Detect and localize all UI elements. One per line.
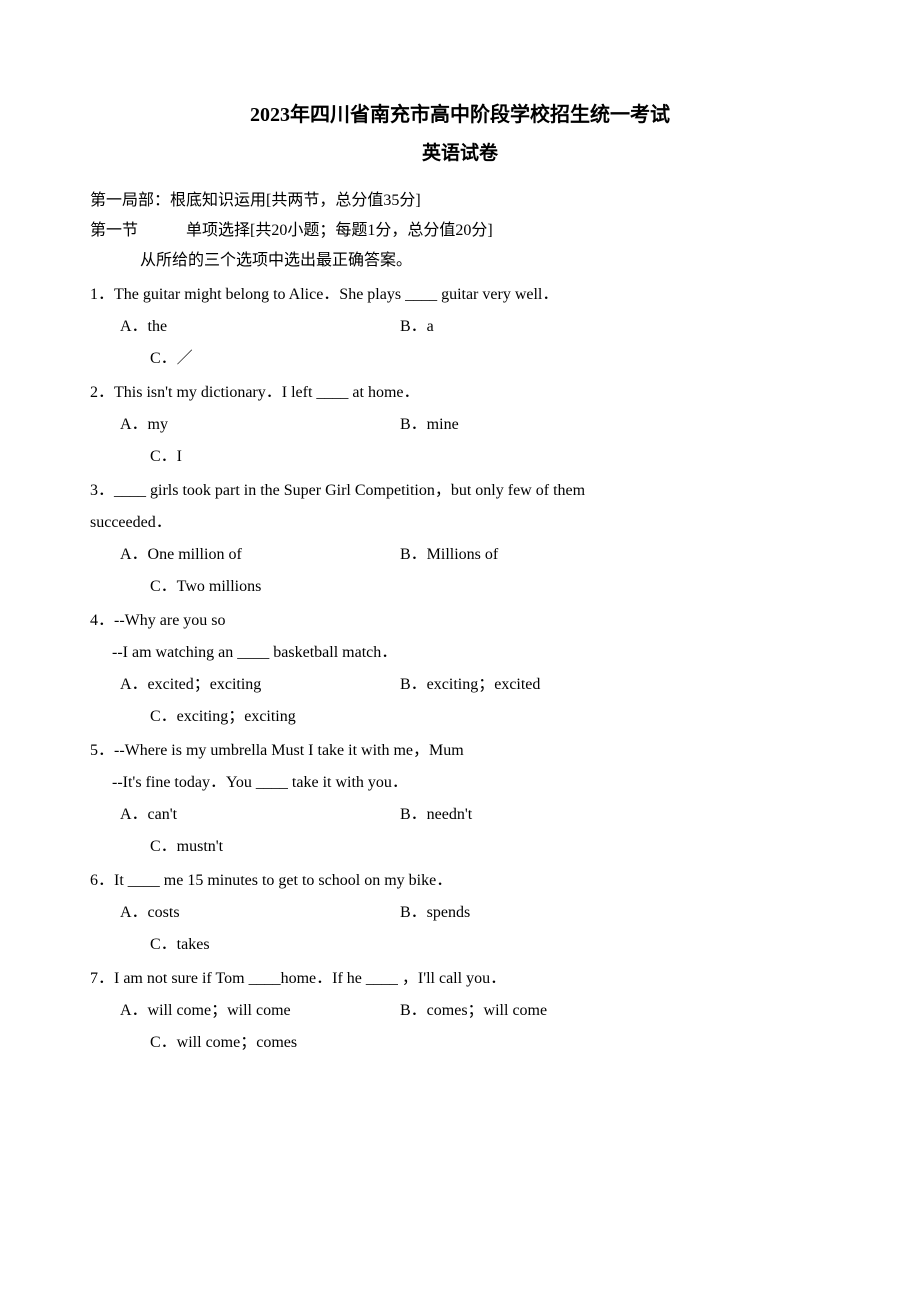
instruction: 从所给的三个选项中选出最正确答案。: [140, 249, 830, 273]
section-header-1-1: 第一节 单项选择[共20小题；每题1分，总分值20分]: [90, 219, 830, 243]
option-c: C．takes: [150, 933, 830, 957]
option-c: C．I: [150, 445, 830, 469]
question-text: 7．I am not sure if Tom ____home．If he __…: [90, 967, 830, 991]
option-c: C．will come；comes: [150, 1031, 830, 1055]
question-4: 4．--Why are you so --I am watching an __…: [90, 609, 830, 729]
option-b: B．spends: [400, 901, 830, 925]
question-text-cont: succeeded．: [90, 511, 830, 535]
option-c: C．exciting；exciting: [150, 705, 830, 729]
question-1: 1．The guitar might belong to Alice．She p…: [90, 283, 830, 371]
option-a: A．costs: [120, 901, 400, 925]
question-5: 5．--Where is my umbrella Must I take it …: [90, 739, 830, 859]
section-header-1: 第一局部：根底知识运用[共两节，总分值35分]: [90, 189, 830, 213]
question-2: 2．This isn't my dictionary．I left ____ a…: [90, 381, 830, 469]
question-text: 4．--Why are you so: [90, 609, 830, 633]
question-text: 5．--Where is my umbrella Must I take it …: [90, 739, 830, 763]
option-a: A．will come；will come: [120, 999, 400, 1023]
exam-subtitle: 英语试卷: [90, 140, 830, 169]
option-b: B．mine: [400, 413, 830, 437]
option-b: B．a: [400, 315, 830, 339]
option-a: A．can't: [120, 803, 400, 827]
question-text: 2．This isn't my dictionary．I left ____ a…: [90, 381, 830, 405]
option-b: B．Millions of: [400, 543, 830, 567]
option-c: C．mustn't: [150, 835, 830, 859]
option-c: C．／: [150, 347, 830, 371]
option-c: C．Two millions: [150, 575, 830, 599]
question-text-2: --It's fine today．You ____ take it with …: [112, 771, 830, 795]
option-a: A．the: [120, 315, 400, 339]
exam-title: 2023年四川省南充市高中阶段学校招生统一考试: [90, 100, 830, 130]
option-b: B．exciting；excited: [400, 673, 830, 697]
question-text-2: --I am watching an ____ basketball match…: [112, 641, 830, 665]
question-text: 1．The guitar might belong to Alice．She p…: [90, 283, 830, 307]
question-text: 3．____ girls took part in the Super Girl…: [90, 479, 830, 503]
option-b: B．needn't: [400, 803, 830, 827]
option-b: B．comes；will come: [400, 999, 830, 1023]
option-a: A．excited；exciting: [120, 673, 400, 697]
question-6: 6．It ____ me 15 minutes to get to school…: [90, 869, 830, 957]
question-3: 3．____ girls took part in the Super Girl…: [90, 479, 830, 599]
option-a: A．my: [120, 413, 400, 437]
option-a: A．One million of: [120, 543, 400, 567]
question-7: 7．I am not sure if Tom ____home．If he __…: [90, 967, 830, 1055]
question-text: 6．It ____ me 15 minutes to get to school…: [90, 869, 830, 893]
